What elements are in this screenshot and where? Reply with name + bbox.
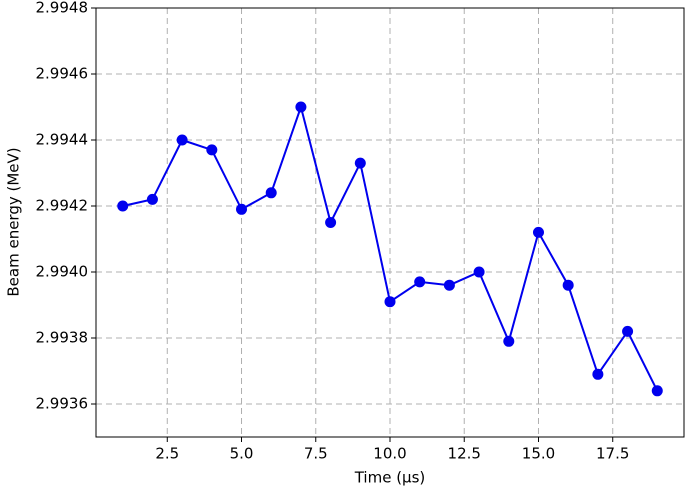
data-point [651,385,663,397]
y-tick-label: 2.9940 [36,263,89,281]
data-point [206,144,218,156]
data-point [117,200,129,212]
y-tick-label: 2.9936 [36,395,89,413]
data-point [592,368,604,380]
data-point [562,279,574,291]
data-point [295,101,307,113]
y-axis-label: Beam energy (MeV) [5,147,23,296]
data-point [622,325,634,337]
data-point [414,276,426,288]
data-point [443,279,455,291]
data-point [265,187,277,199]
plot-frame [95,7,685,438]
data-point [503,335,515,347]
data-point [325,217,337,228]
y-tick-label: 2.9948 [36,0,89,17]
x-tick-label: 15.0 [522,445,555,463]
x-tick-label: 2.5 [155,445,179,463]
y-tick-label: 2.9938 [36,329,89,347]
y-tick-label: 2.9942 [36,197,89,215]
data-point [354,157,366,169]
x-tick-label: 5.0 [230,445,254,463]
x-tick-label: 12.5 [448,445,481,463]
x-axis-label: Time (μs) [354,469,426,487]
y-tick-label: 2.9946 [36,65,89,83]
x-tick-label: 7.5 [304,445,328,463]
data-point [532,226,544,238]
data-point [473,266,485,278]
data-point [176,134,188,146]
data-point [384,296,396,308]
x-tick-label: 17.5 [596,445,629,463]
data-point [236,203,248,215]
x-tick-label: 10.0 [373,445,406,463]
y-tick-label: 2.9944 [36,131,89,149]
data-point [146,193,158,205]
